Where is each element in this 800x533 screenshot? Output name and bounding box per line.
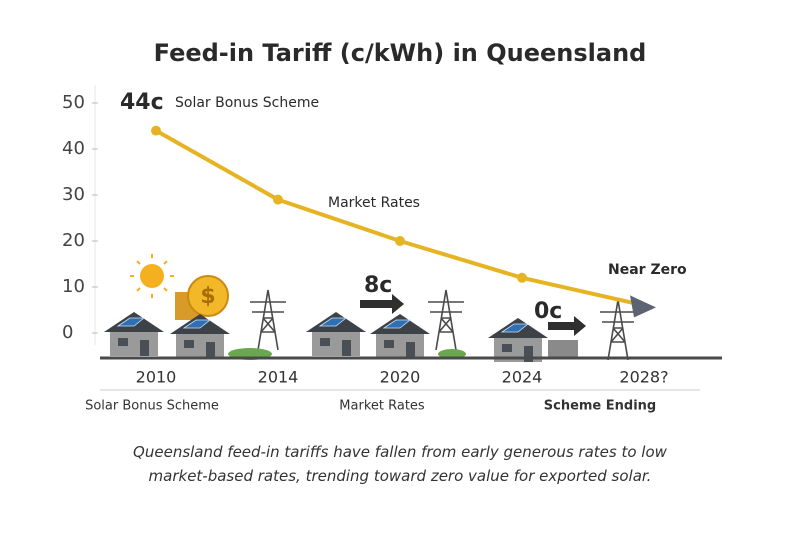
x-tick-label: 2010 (136, 368, 177, 387)
x-tick-label: 2028? (619, 368, 668, 387)
x-tick-label: 2024 (502, 368, 543, 387)
chart-title: Feed-in Tariff (c/kWh) in Queensland (154, 39, 647, 67)
svg-text:$: $ (200, 284, 215, 309)
point (273, 194, 283, 205)
annotation: 44c (120, 90, 164, 115)
annotation: 0c (534, 299, 562, 324)
group-label: Scheme Ending (544, 399, 657, 414)
y-tick-label: 10 (62, 276, 85, 297)
decoration: $ (100, 254, 722, 391)
arrow-head (630, 295, 656, 318)
annotation: Near Zero (608, 262, 687, 278)
annotation: Market Rates (328, 195, 420, 211)
point (151, 125, 161, 136)
y-tick-label: 0 (62, 322, 73, 343)
annotation: 8c (364, 273, 392, 298)
point (395, 236, 405, 246)
caption: Queensland feed-in tariffs have fallen f… (133, 443, 667, 485)
y-tick-label: 40 (62, 138, 85, 159)
annotation: Solar Bonus Scheme (175, 95, 319, 111)
y-tick-label: 20 (62, 230, 85, 251)
group-label: Solar Bonus Scheme (85, 399, 219, 414)
group-label: Market Rates (339, 399, 425, 414)
x-tick-label: 2020 (380, 368, 421, 387)
x-tick-label: 2014 (258, 368, 299, 387)
y-tick-label: 50 (62, 92, 85, 113)
line (155, 128, 645, 308)
y-tick-label: 30 (62, 184, 85, 205)
point (517, 272, 527, 283)
